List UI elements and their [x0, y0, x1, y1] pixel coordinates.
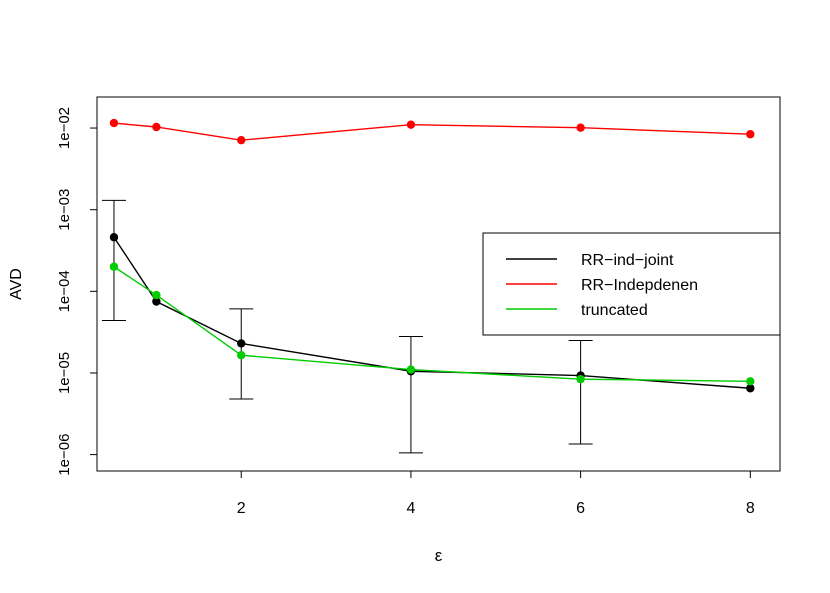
data-point	[152, 122, 161, 132]
x-axis-label: ε	[435, 546, 443, 565]
legend-label: truncated	[581, 302, 648, 319]
x-tick-label: 4	[406, 500, 415, 517]
data-point	[237, 135, 246, 145]
data-point	[576, 374, 585, 384]
x-tick-label: 2	[237, 500, 246, 517]
data-point	[746, 384, 755, 393]
y-tick-label: 1e−02	[56, 107, 73, 149]
data-point	[152, 297, 161, 306]
y-tick-label: 1e−05	[56, 352, 73, 394]
data-point	[406, 365, 416, 374]
series-2	[109, 262, 755, 386]
data-point	[109, 118, 119, 128]
data-point	[746, 130, 755, 139]
y-axis: 1e−06 1e−05 1e−04 1e−03 1e−02	[56, 107, 98, 476]
data-point	[237, 339, 246, 348]
series-line	[113, 266, 751, 383]
legend-label: RR−Indepdenen	[581, 277, 698, 294]
series-lines	[109, 118, 755, 393]
legend: RR−ind−joint RR−Indepdenen truncated	[482, 232, 781, 336]
y-tick-label: 1e−03	[56, 189, 73, 231]
error-bars	[101, 199, 593, 454]
data-point	[237, 351, 246, 360]
y-tick-label: 1e−04	[56, 270, 73, 312]
series-line	[113, 122, 751, 141]
x-tick-label: 8	[746, 500, 755, 517]
y-tick-label: 1e−06	[56, 434, 73, 476]
y-axis-label: AVD	[8, 268, 25, 300]
x-axis: 2 4 6 8	[237, 470, 755, 517]
legend-label: RR−ind−joint	[581, 252, 674, 269]
series-1	[109, 118, 755, 145]
data-point	[152, 290, 161, 300]
data-point	[109, 262, 119, 271]
data-point	[746, 377, 755, 386]
data-point	[576, 123, 585, 132]
x-tick-label: 6	[576, 500, 585, 517]
data-point	[406, 120, 416, 129]
data-point	[109, 233, 119, 242]
